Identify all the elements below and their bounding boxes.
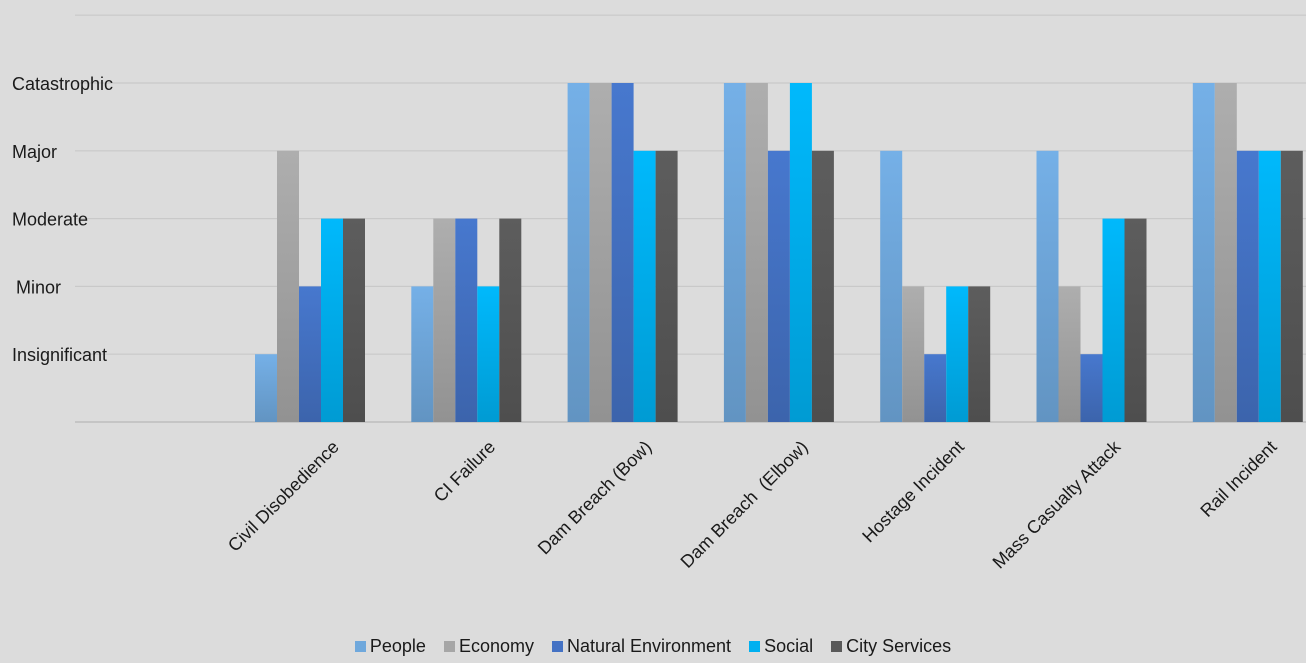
bar [1192, 83, 1215, 422]
y-tick-label: Minor [16, 277, 61, 297]
legend-swatch [443, 640, 455, 652]
legend-label: Natural Environment [566, 635, 732, 656]
bar [1036, 150, 1059, 423]
legend-item: Economy [443, 635, 534, 657]
y-tick-label: Major [12, 142, 57, 162]
bar [946, 286, 969, 422]
x-axis-ticks: Civil Disobedience CI Failure Dam Breach (… [224, 436, 1281, 573]
legend-swatch [831, 640, 843, 652]
bar [1058, 286, 1081, 422]
bar [924, 354, 947, 422]
bar [455, 218, 478, 422]
bar [255, 354, 277, 422]
legend-item: People [354, 635, 426, 657]
y-tick-label: Insignificant [12, 345, 107, 365]
x-tick-label: Civil Disobedience [224, 437, 343, 556]
bar [411, 286, 434, 422]
legend-item: City Services [831, 636, 951, 657]
bar [789, 83, 812, 422]
bar [567, 83, 590, 422]
legend-swatch [749, 640, 761, 652]
bars [255, 83, 1303, 423]
x-tick-label: Hostage Incident [858, 437, 968, 547]
y-tick-label: Catastrophic [12, 74, 113, 94]
bar [1258, 150, 1281, 423]
bar [811, 150, 834, 423]
bar [1080, 354, 1103, 422]
x-tick-label: Rail Incident [1196, 437, 1280, 521]
bar [611, 83, 634, 422]
bar [968, 286, 991, 422]
bar [1214, 83, 1237, 422]
bar [723, 83, 746, 422]
bar [745, 83, 768, 422]
bar [321, 218, 343, 422]
bar [902, 286, 925, 422]
legend: People Economy Natural Environment Social Ci… [0, 635, 1306, 657]
bar [655, 150, 678, 423]
legend-swatch [354, 640, 366, 652]
y-tick-label: Moderate [12, 210, 88, 230]
legend-label: Social [764, 635, 814, 656]
legend-item: Natural Environment [551, 635, 732, 657]
x-tick-label: Dam Breach (Elbow) [677, 437, 812, 572]
bar [633, 150, 656, 423]
x-tick-label: CI Failure [430, 437, 499, 506]
y-axis-ticks: Insignificant Minor Moderate Major Catastrop… [12, 74, 113, 365]
bar [1124, 218, 1147, 422]
x-tick-label: Mass Casualty Attack [989, 436, 1126, 573]
bar [1102, 218, 1125, 422]
bar [589, 83, 612, 422]
bar [1236, 150, 1259, 423]
bar [499, 218, 522, 422]
bar [343, 218, 365, 422]
bar [880, 150, 903, 423]
bar [767, 150, 790, 423]
bar [1280, 150, 1303, 423]
x-tick-label: Dam Breach (Bow) [534, 437, 656, 559]
legend-swatch [551, 640, 563, 652]
bar [277, 150, 299, 423]
bar [433, 218, 456, 422]
legend-label: City Services [846, 635, 952, 656]
bar [477, 286, 500, 422]
bar [299, 286, 321, 422]
legend-label: Economy [458, 635, 534, 656]
legend-item: Social [749, 636, 813, 657]
legend-label: People [369, 635, 426, 656]
